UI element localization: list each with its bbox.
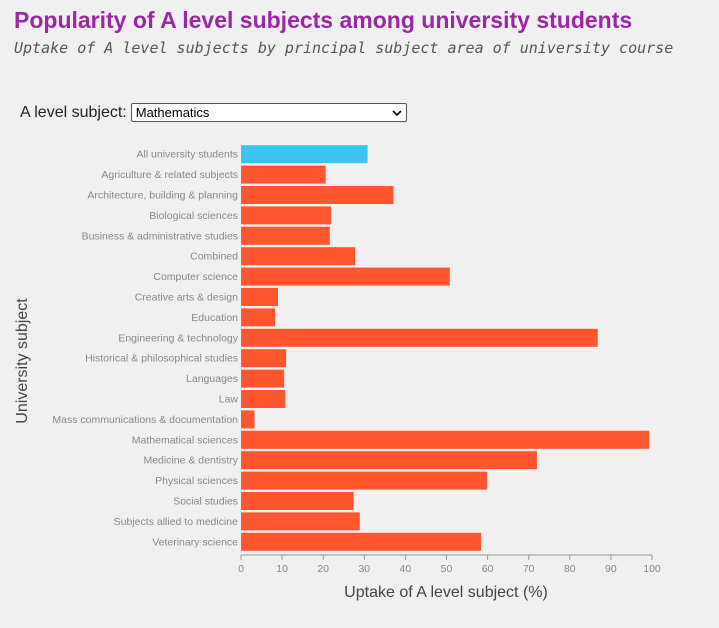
- category-label: Social studies: [173, 496, 238, 508]
- bar-medicine-dentistry: [241, 451, 537, 470]
- subject-selector: A level subject: Mathematics: [20, 103, 407, 122]
- x-tick-label: 100: [643, 563, 661, 575]
- category-label: All university students: [136, 149, 238, 161]
- x-tick-label: 40: [400, 563, 412, 575]
- category-label: Computer science: [153, 271, 238, 283]
- bar-biological-sciences: [241, 206, 332, 225]
- x-tick-label: 20: [317, 563, 329, 575]
- category-label: Veterinary science: [152, 536, 238, 548]
- bar-mass-communications-documentation: [241, 410, 255, 429]
- category-label: Subjects allied to medicine: [114, 516, 238, 528]
- category-label: Architecture, building & planning: [87, 190, 238, 202]
- bar-all-university-students: [241, 145, 368, 164]
- bar-architecture-building-planning: [241, 186, 394, 204]
- bar-computer-science: [241, 267, 450, 286]
- bar-languages: [241, 369, 285, 388]
- x-tick-label: 0: [238, 563, 244, 575]
- chevron-down-icon: [392, 108, 402, 118]
- category-label: Combined: [190, 251, 238, 263]
- x-tick-label: 70: [523, 563, 535, 575]
- category-label: Creative arts & design: [135, 292, 238, 304]
- bar-mathematical-sciences: [241, 430, 650, 449]
- category-label: Physical sciences: [155, 475, 238, 487]
- category-label: Historical & philosophical studies: [85, 353, 238, 365]
- bar-historical-philosophical-studies: [241, 349, 287, 368]
- bar-law: [241, 390, 286, 408]
- page-subtitle: Uptake of A level subjects by principal …: [14, 39, 674, 57]
- x-tick-label: 60: [482, 563, 494, 575]
- x-tick-label: 10: [276, 563, 288, 575]
- bar-agriculture-related-subjects: [241, 165, 326, 184]
- category-label: Languages: [186, 373, 238, 385]
- category-label: Agriculture & related subjects: [101, 169, 238, 181]
- page-title: Popularity of A level subjects among uni…: [14, 7, 633, 33]
- subject-dropdown-value: Mathematics: [135, 105, 210, 120]
- y-axis-title: University subject: [14, 298, 31, 424]
- category-label: Mathematical sciences: [132, 434, 238, 446]
- category-label: Business & administrative studies: [82, 230, 238, 242]
- subject-dropdown[interactable]: Mathematics: [130, 103, 407, 122]
- bars-group: [241, 145, 650, 551]
- category-labels: All university students Agriculture & rel…: [52, 149, 238, 549]
- category-label: Medicine & dentistry: [143, 455, 238, 467]
- x-tick-label: 50: [441, 563, 453, 575]
- bar-veterinary-science: [241, 532, 482, 551]
- category-label: Education: [191, 312, 238, 324]
- category-label: Mass communications & documentation: [52, 414, 238, 426]
- bar-creative-arts-design: [241, 288, 278, 306]
- bar-business-administrative-studies: [241, 226, 330, 245]
- subject-selector-label: A level subject:: [20, 103, 127, 121]
- x-tick-label: 90: [605, 563, 617, 575]
- x-axis: 0 10 20 30 40 50 60 70 80 90 100: [238, 554, 661, 575]
- category-label: Biological sciences: [149, 210, 238, 222]
- bar-combined: [241, 247, 356, 266]
- x-tick-label: 80: [564, 563, 576, 575]
- category-label: Engineering & technology: [118, 332, 238, 344]
- x-axis-title: Uptake of A level subject (%): [344, 584, 548, 601]
- bar-subjects-allied-to-medicine: [241, 512, 360, 531]
- bar-engineering-technology: [241, 328, 598, 347]
- bar-social-studies: [241, 492, 354, 510]
- bar-physical-sciences: [241, 471, 488, 490]
- x-tick-label: 30: [358, 563, 370, 575]
- category-label: Law: [219, 394, 239, 406]
- bar-education: [241, 308, 276, 327]
